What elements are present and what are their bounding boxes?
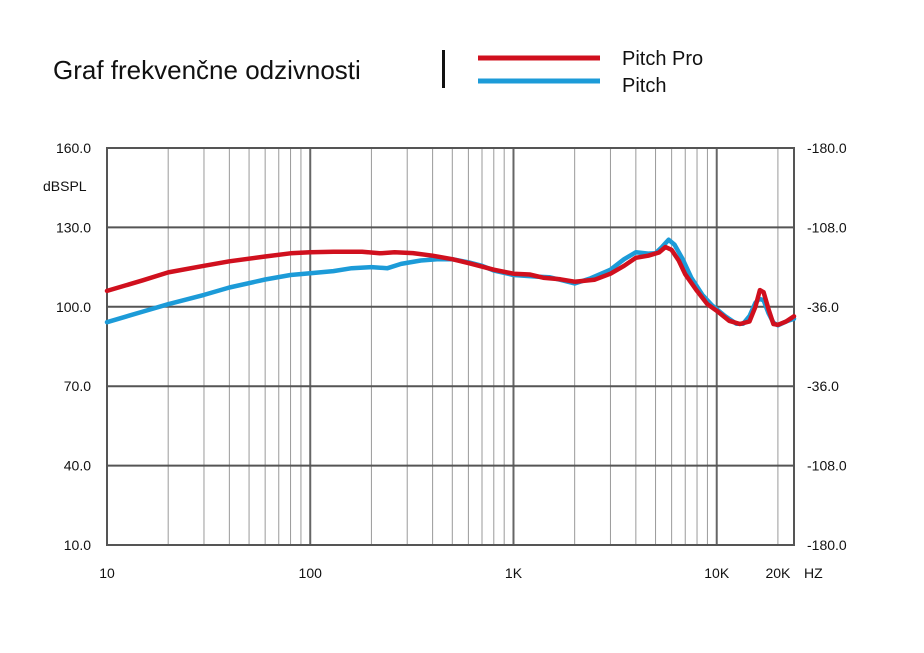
y-tick-label: 70.0 xyxy=(64,378,91,394)
y-tick-label: 10.0 xyxy=(64,537,91,553)
x-unit-label: HZ xyxy=(804,565,823,581)
x-tick-label: 1K xyxy=(505,565,523,581)
y2-tick-label: -36.0 xyxy=(807,299,839,315)
y-tick-label: 40.0 xyxy=(64,458,91,474)
y-tick-label: 160.0 xyxy=(56,140,91,156)
plot-frame xyxy=(106,147,795,546)
legend: Pitch Pro Pitch xyxy=(478,48,703,97)
series-line-pitch-pro xyxy=(104,244,797,328)
chart-title: Graf frekvenčne odzivnosti xyxy=(53,55,361,85)
y2-tick-label: -36.0 xyxy=(807,378,839,394)
y-axis-label: dBSPL xyxy=(43,178,87,194)
axes: 160.0 130.0 100.0 70.0 40.0 10.0 -180.0 -108.0 -… xyxy=(56,140,847,581)
x-tick-label: 10K xyxy=(704,565,730,581)
x-tick-label: 10 xyxy=(99,565,115,581)
y-tick-label: 130.0 xyxy=(56,219,91,235)
y-tick-label: 100.0 xyxy=(56,299,91,315)
legend-label-pitch-pro: Pitch Pro xyxy=(622,48,703,70)
y2-tick-label: -180.0 xyxy=(807,140,847,156)
grid xyxy=(106,147,794,546)
y2-tick-label: -108.0 xyxy=(807,458,847,474)
series-group xyxy=(104,237,797,328)
x-tick-label: 20K xyxy=(765,565,791,581)
title-separator xyxy=(442,50,445,88)
x-tick-label: 100 xyxy=(299,565,323,581)
legend-label-pitch: Pitch xyxy=(622,75,666,97)
y2-tick-label: -108.0 xyxy=(807,219,847,235)
y2-tick-label: -180.0 xyxy=(807,537,847,553)
